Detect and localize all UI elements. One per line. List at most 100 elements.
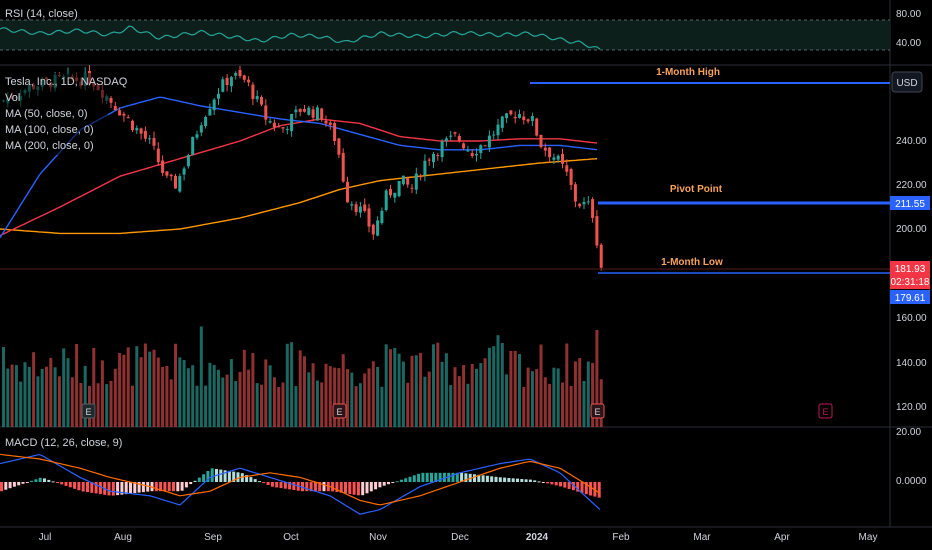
candle-body [505,113,509,119]
legend-backdrop [0,73,108,155]
macd-histogram-bar [133,482,137,494]
volume-bars [2,326,603,427]
volume-bar [36,376,40,427]
volume-bar [303,356,306,427]
macd-histogram-bar [129,482,132,494]
rsi-line [0,25,601,50]
macd-histogram-bar [541,482,545,483]
candle-body [186,155,190,167]
macd-histogram-bar [387,482,390,485]
macd-histogram-bar [275,482,279,488]
candle-body [251,84,255,99]
candle-body [113,106,117,110]
macd-histogram-bar [417,473,421,482]
volume-bar [496,335,500,427]
candle-body [410,187,414,189]
volume-bar [410,355,414,427]
rsi-pane: RSI (14, close) 80.00 40.00 [0,8,921,51]
volume-bar [234,381,238,427]
volume-bar [255,383,259,427]
macd-histogram-bar [382,482,386,486]
earnings-marker-oct[interactable]: E [332,403,347,419]
macd-histogram-bar [404,478,408,482]
macd-histogram-bar [262,482,266,484]
volume-bar [118,353,122,427]
macd-histogram-bar [313,482,317,492]
candle-body [277,126,281,128]
legend-ma100[interactable]: MA (100, close, 0) [5,124,94,136]
volume-bar [522,386,526,427]
candle-body [126,117,130,119]
candle-body [487,135,491,148]
candle-body [470,153,474,156]
volume-bar [208,362,212,427]
candle-body [346,181,349,203]
macd-histogram-bar [503,477,507,482]
volume-bar [126,347,130,427]
macd-histogram-bar [60,482,64,485]
volume-bar [599,379,603,427]
macd-histogram-bar [116,482,120,496]
legend-ma200[interactable]: MA (200, close, 0) [5,140,94,152]
volume-bar [578,358,582,427]
candle-body [182,168,186,175]
macd-histogram-bar [447,472,451,482]
candle-body [518,114,521,118]
macd-histogram-bar [77,482,81,491]
macd-histogram-bar [408,476,412,482]
volume-bar [27,366,31,427]
macd-histogram-bar [141,482,145,493]
candle-body [599,244,603,268]
macd-histogram-bar [352,482,356,495]
volume-bar [225,374,229,427]
candle-body [423,160,427,176]
candle-body [229,77,233,87]
macd-histogram-bar [335,482,339,492]
macd-histogram-bar [283,482,287,489]
volume-bar [535,369,539,427]
volume-bar [204,385,208,427]
volume-bar [113,368,117,427]
time-axis[interactable]: Jul Aug Sep Oct Nov Dec 2024 Feb Mar Apr… [0,526,932,543]
candle-body [376,220,380,236]
volume-bar [191,365,195,427]
candle-body [341,152,345,182]
candle-body [457,136,461,142]
earnings-marker-jan[interactable]: E [590,403,605,419]
macd-histogram-bar [567,482,571,489]
volume-bar [389,349,392,427]
volume-bar [505,374,509,427]
volume-bar [105,384,109,427]
volume-bar [483,358,487,427]
macd-histogram-bar [399,479,403,482]
legend-ma50[interactable]: MA (50, close, 0) [5,108,88,120]
volume-bar [268,365,272,427]
symbol-title[interactable]: Tesla, Inc., 1D, NASDAQ [5,76,128,88]
macd-histogram-bar [451,472,455,482]
volume-bar [174,343,177,427]
volume-bar [281,382,285,427]
rsi-path [0,25,601,50]
macd-histogram-bar [197,477,201,482]
earnings-marker-apr[interactable]: E [818,403,833,419]
macd-histogram-bar [64,482,68,486]
candle-body [131,120,134,130]
candle-body [333,123,337,141]
candle-body [483,145,487,147]
ma200-path [0,158,598,235]
volume-bar [2,347,5,427]
volume-bar [75,344,79,427]
currency-button[interactable] [891,71,923,93]
candle-body [169,174,173,177]
price-tick: 120.00 [896,402,927,413]
candle-body [578,203,582,207]
volume-bar [199,326,203,427]
volume-bar [324,363,328,427]
volume-bar [573,361,577,427]
candle-body [122,113,126,116]
macd-histogram-bar [137,482,141,493]
legend-volume[interactable]: Vol [5,92,20,104]
candle-body [242,75,246,80]
earnings-marker-jul[interactable]: E [81,403,96,419]
